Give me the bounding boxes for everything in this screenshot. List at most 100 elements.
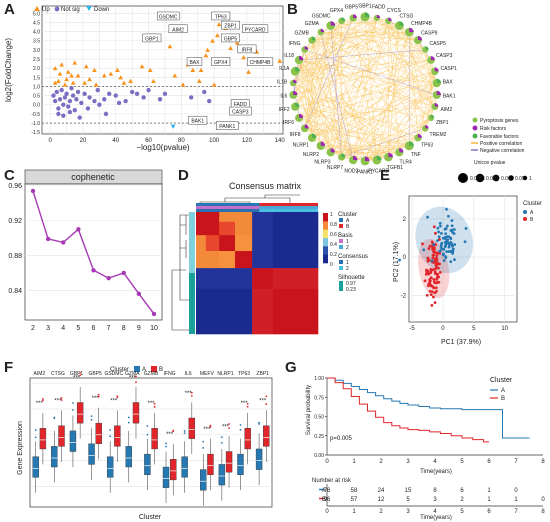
panel-a-volcano: A 0 20 40 60 80 100 120 140 5.0 4.5 4.0 3.5 3.0 2.5 2.…: [4, 1, 285, 152]
pca-point-a: [445, 207, 448, 211]
boxplot-box: [125, 446, 132, 468]
consensus-legend-title: Consensus: [338, 254, 368, 260]
gene-label-box: [186, 57, 203, 66]
network-node-label: NOD2: [344, 168, 358, 174]
boxplot-category-label: IL6: [185, 371, 192, 377]
boxplot-box: [162, 466, 170, 488]
volcano-point-up: [70, 80, 76, 85]
boxplot-outlier: [258, 421, 260, 424]
survival-x-tick: 8: [541, 459, 545, 465]
pca-legend-b-label: B: [530, 217, 534, 223]
pca-point-b: [427, 282, 431, 286]
panel-d-consensus: D Consensus matrix 1 0.8 0.6 0.4 0.2 0 Cluster…: [171, 167, 368, 335]
boxplot-outlier: [53, 417, 56, 420]
boxplot-outlier: [183, 432, 186, 434]
colorbar-swatch: [323, 229, 328, 239]
gene-label-box: [211, 11, 231, 21]
volcano-point-notsig: [82, 91, 87, 96]
risk-table-row-label: B: [322, 497, 326, 503]
network-edge: [295, 40, 313, 72]
network-node-label: BAK1: [443, 93, 456, 99]
boxplot-outlier: [220, 436, 223, 439]
network-node-label: NLRP3: [314, 159, 330, 165]
boxplot-box: [58, 425, 65, 447]
network-node-segment: [436, 90, 441, 95]
gene-label: PYCARD: [245, 27, 266, 33]
volcano-point-up: [128, 78, 133, 83]
volcano-point-notsig: [74, 97, 79, 102]
consensus-legend-label: 2: [346, 245, 349, 251]
consensus-cell: [196, 212, 207, 223]
boxplot-outlier: [116, 396, 119, 399]
boxplot-outlier: [72, 409, 74, 411]
pca-point-b: [431, 248, 435, 251]
network-edge: [353, 17, 426, 50]
volcano-point-up: [65, 69, 71, 74]
network-edge: [304, 17, 354, 129]
pca-point-b: [435, 254, 439, 257]
boxplot-outlier: [109, 428, 112, 431]
volcano-point-notsig: [51, 93, 56, 98]
volcano-point-up: [215, 33, 220, 38]
colorbar-swatch: [323, 246, 328, 255]
network-edge: [388, 20, 432, 119]
risk-table-x-tick: 6: [487, 509, 491, 515]
network-node-label: CTSG: [400, 14, 414, 20]
boxplot-outlier: [190, 391, 193, 394]
boxplot-outlier: [265, 403, 268, 406]
consensus-legend-swatch: [339, 245, 343, 249]
pca-point-a: [445, 239, 449, 242]
pca-point-b: [438, 270, 442, 274]
volcano-point-down: [170, 124, 176, 129]
consensus-legend-label: 0.23: [346, 287, 356, 293]
survival-x-tick: 4: [433, 459, 437, 465]
volcano-point-up: [234, 40, 240, 45]
consensus-annotation-bar: [196, 203, 260, 206]
legend-up-marker: [34, 6, 40, 11]
network-node-segment: [304, 124, 309, 129]
boxplot-outlier: [246, 402, 249, 405]
volcano-point-notsig: [70, 93, 76, 98]
boxplot-y-label: Gene Expression: [17, 421, 24, 475]
boxplot-significance: ***: [166, 432, 174, 438]
risk-table-x-tick: 8: [541, 509, 545, 515]
gene-label-box: [221, 20, 240, 30]
network-legend: Pyroptosis genes Risk factors Favorable …: [471, 117, 525, 154]
network-node-segment: [409, 27, 414, 33]
network-node-label: NLRP7: [327, 165, 343, 171]
volcano-point-up: [196, 78, 202, 83]
volcano-y-tick: -0.5: [31, 112, 40, 118]
volcano-point-notsig: [95, 87, 100, 93]
volcano-point-notsig: [56, 111, 61, 117]
pca-point-a: [443, 240, 447, 244]
survival-curve: [327, 377, 489, 443]
consensus-legend-label: 1: [346, 260, 349, 266]
consensus-silhouette-bar: [189, 212, 195, 273]
pca-point-b: [429, 276, 433, 280]
gene-label-box: [216, 121, 239, 130]
boxplot-frame: [29, 377, 273, 508]
gene-label: FADD: [234, 102, 248, 108]
pca-point-a: [444, 232, 448, 235]
network-edge: [298, 59, 354, 161]
pca-point-b: [435, 251, 439, 255]
pca-x-tick: 5: [472, 326, 476, 332]
network-edge: [311, 40, 378, 161]
pca-point-a: [441, 253, 445, 257]
panel-label-d: D: [178, 167, 189, 184]
boxplot-category-label: GSDMC: [104, 371, 123, 377]
consensus-legend-swatch: [339, 266, 343, 270]
pca-point-a: [438, 249, 442, 253]
pca-point-a: [447, 245, 451, 249]
pca-point-b: [423, 279, 427, 283]
boxplot-box: [200, 469, 207, 491]
consensus-cell: [272, 212, 319, 223]
pca-point-a: [437, 235, 441, 239]
boxplot-outlier: [183, 430, 186, 432]
volcano-gene-labels: GSDMC TP63 AIM2 ZBP1 GBP1 PYCARD GBP5 IRF8 BAX GP…: [142, 11, 274, 130]
boxplot-legend-title: Cluster: [110, 367, 129, 373]
volcano-point-up: [62, 82, 68, 87]
risk-table-x-tick: 7: [514, 509, 518, 515]
pca-point-a: [453, 243, 457, 246]
